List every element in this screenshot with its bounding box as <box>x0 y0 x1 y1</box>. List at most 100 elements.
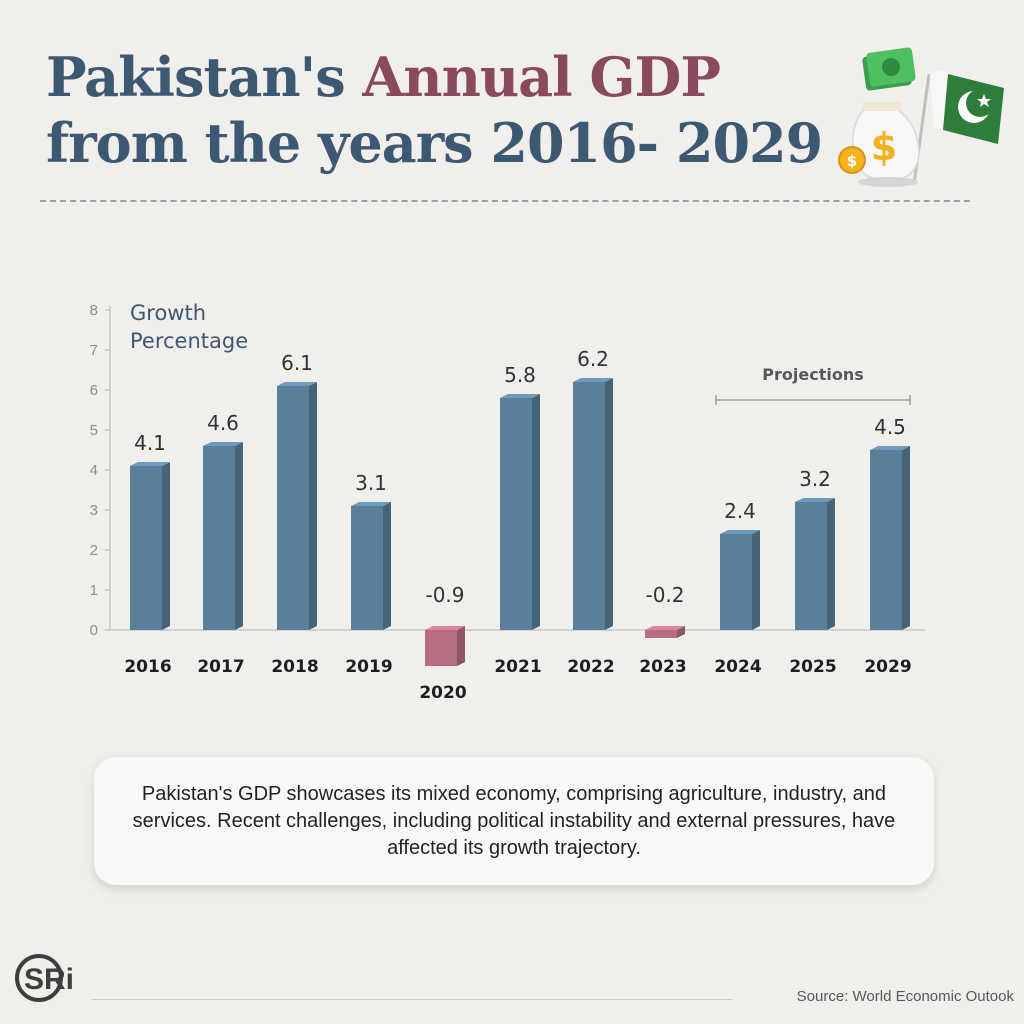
svg-text:$: $ <box>871 125 897 169</box>
x-tick-label-2018: 2018 <box>271 657 318 677</box>
value-label-2021: 5.8 <box>504 363 536 387</box>
value-label-2023: -0.2 <box>645 583 684 607</box>
x-tick-label-2022: 2022 <box>567 657 614 677</box>
logo-text: SRi <box>24 963 74 996</box>
money-bag-and-flag-illustration: $ $ <box>838 47 1004 187</box>
x-tick-label-2021: 2021 <box>494 657 541 677</box>
bar-top <box>645 626 685 630</box>
bar-side <box>752 530 760 630</box>
bar-side <box>383 502 391 630</box>
x-tick-label-2029: 2029 <box>864 657 911 677</box>
description-text: Pakistan's GDP showcases its mixed econo… <box>132 782 896 859</box>
bar-front <box>203 446 235 630</box>
bar-side <box>162 462 170 630</box>
bar-side <box>605 378 613 630</box>
bar-front <box>500 398 532 630</box>
data-labels: 4.1 4.6 6.1 3.1 -0.9 5.8 6.2 -0.2 2.4 3.2 4.5 <box>134 347 906 607</box>
x-tick-label-2024: 2024 <box>714 657 761 677</box>
bar-2018 <box>277 382 317 630</box>
x-tick-label-2020: 2020 <box>419 683 466 703</box>
y-tick-label: 2 <box>90 542 98 559</box>
banknote-icon <box>862 47 916 91</box>
bar-side <box>532 394 540 630</box>
bar-front <box>277 386 309 630</box>
money-bag-icon: $ <box>852 102 920 187</box>
x-tick-label-2017: 2017 <box>197 657 244 677</box>
x-tick-label-2019: 2019 <box>345 657 392 677</box>
bar-front <box>573 382 605 630</box>
y-tick-label: 5 <box>90 422 98 439</box>
bar-top <box>720 530 760 534</box>
bar-2020 <box>425 626 465 666</box>
bar-top <box>795 498 835 502</box>
value-label-2022: 6.2 <box>577 347 609 371</box>
bar-front <box>870 450 902 630</box>
value-label-2017: 4.6 <box>207 411 239 435</box>
bar-top <box>870 446 910 450</box>
bar-front <box>720 534 752 630</box>
y-axis-title-line1: Growth <box>130 301 206 325</box>
y-tick-label: 4 <box>90 462 98 479</box>
bar-front <box>795 502 827 630</box>
bar-front <box>351 506 383 630</box>
bar-front <box>645 630 677 638</box>
bar-side <box>827 498 835 630</box>
y-axis: 0 1 2 3 4 5 6 7 8 Growth Percentage <box>90 301 925 639</box>
bar-top <box>573 378 613 382</box>
svg-text:$: $ <box>847 152 857 170</box>
x-tick-label-2016: 2016 <box>124 657 171 677</box>
bars <box>130 378 910 666</box>
y-tick-label: 6 <box>90 382 98 399</box>
bar-2017 <box>203 442 243 630</box>
description-card: Pakistan's GDP showcases its mixed econo… <box>94 757 934 885</box>
source-note: Source: World Economic Outook <box>796 988 1014 1005</box>
value-label-2025: 3.2 <box>799 467 831 491</box>
bar-side <box>457 626 465 666</box>
bar-side <box>677 626 685 638</box>
bar-2019 <box>351 502 391 630</box>
bar-2022 <box>573 378 613 630</box>
x-tick-label-2025: 2025 <box>789 657 836 677</box>
title-part1: Pakistan's <box>46 45 363 109</box>
value-label-2016: 4.1 <box>134 431 166 455</box>
bar-2024 <box>720 530 760 630</box>
title-accent: Annual GDP <box>362 45 721 109</box>
y-tick-label: 3 <box>90 502 98 519</box>
bar-top <box>500 394 540 398</box>
value-label-2018: 6.1 <box>281 351 313 375</box>
bar-front <box>425 630 457 666</box>
bar-2025 <box>795 498 835 630</box>
bar-side <box>902 446 910 630</box>
bar-top <box>351 502 391 506</box>
title-line2: from the years 2016- 2029 <box>46 111 823 175</box>
coin-icon: $ <box>838 146 866 174</box>
x-tick-label-2023: 2023 <box>639 657 686 677</box>
value-label-2029: 4.5 <box>874 415 906 439</box>
bar-2021 <box>500 394 540 630</box>
bar-top <box>277 382 317 386</box>
value-label-2024: 2.4 <box>724 499 756 523</box>
y-axis-title-line2: Percentage <box>130 329 248 353</box>
bar-top <box>130 462 170 466</box>
value-label-2019: 3.1 <box>355 471 387 495</box>
x-axis-labels: 2016 2017 2018 2019 2020 2021 2022 2023 2024 2025… <box>124 657 911 703</box>
y-tick-label: 8 <box>90 302 98 319</box>
projections-label: Projections <box>762 365 863 384</box>
bar-top <box>425 626 465 630</box>
bar-front <box>130 466 162 630</box>
y-tick-label: 1 <box>90 582 98 599</box>
projections-annotation: Projections <box>715 365 911 405</box>
bar-2016 <box>130 462 170 630</box>
y-tick-label: 0 <box>90 622 98 639</box>
bar-top <box>203 442 243 446</box>
page-title: Pakistan's Annual GDP from the years 201… <box>46 44 823 176</box>
bar-side <box>235 442 243 630</box>
title-divider <box>40 200 970 202</box>
pakistan-flag-icon <box>912 70 1004 185</box>
bar-2023 <box>645 626 685 638</box>
gdp-growth-bar-chart: 0 1 2 3 4 5 6 7 8 Growth Percentage 4.1 4.6 6.1 3.1 -0… <box>90 301 925 703</box>
bar-side <box>309 382 317 630</box>
footer-divider <box>92 999 732 1000</box>
sri-logo: SRi <box>15 954 74 1002</box>
bar-2029 <box>870 446 910 630</box>
